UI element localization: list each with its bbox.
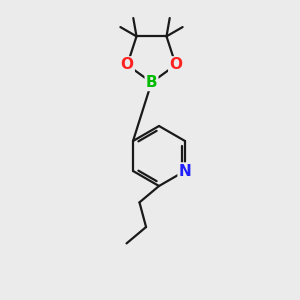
Text: N: N <box>178 164 191 178</box>
Text: O: O <box>121 57 134 72</box>
Text: O: O <box>169 57 182 72</box>
Text: B: B <box>146 75 157 90</box>
